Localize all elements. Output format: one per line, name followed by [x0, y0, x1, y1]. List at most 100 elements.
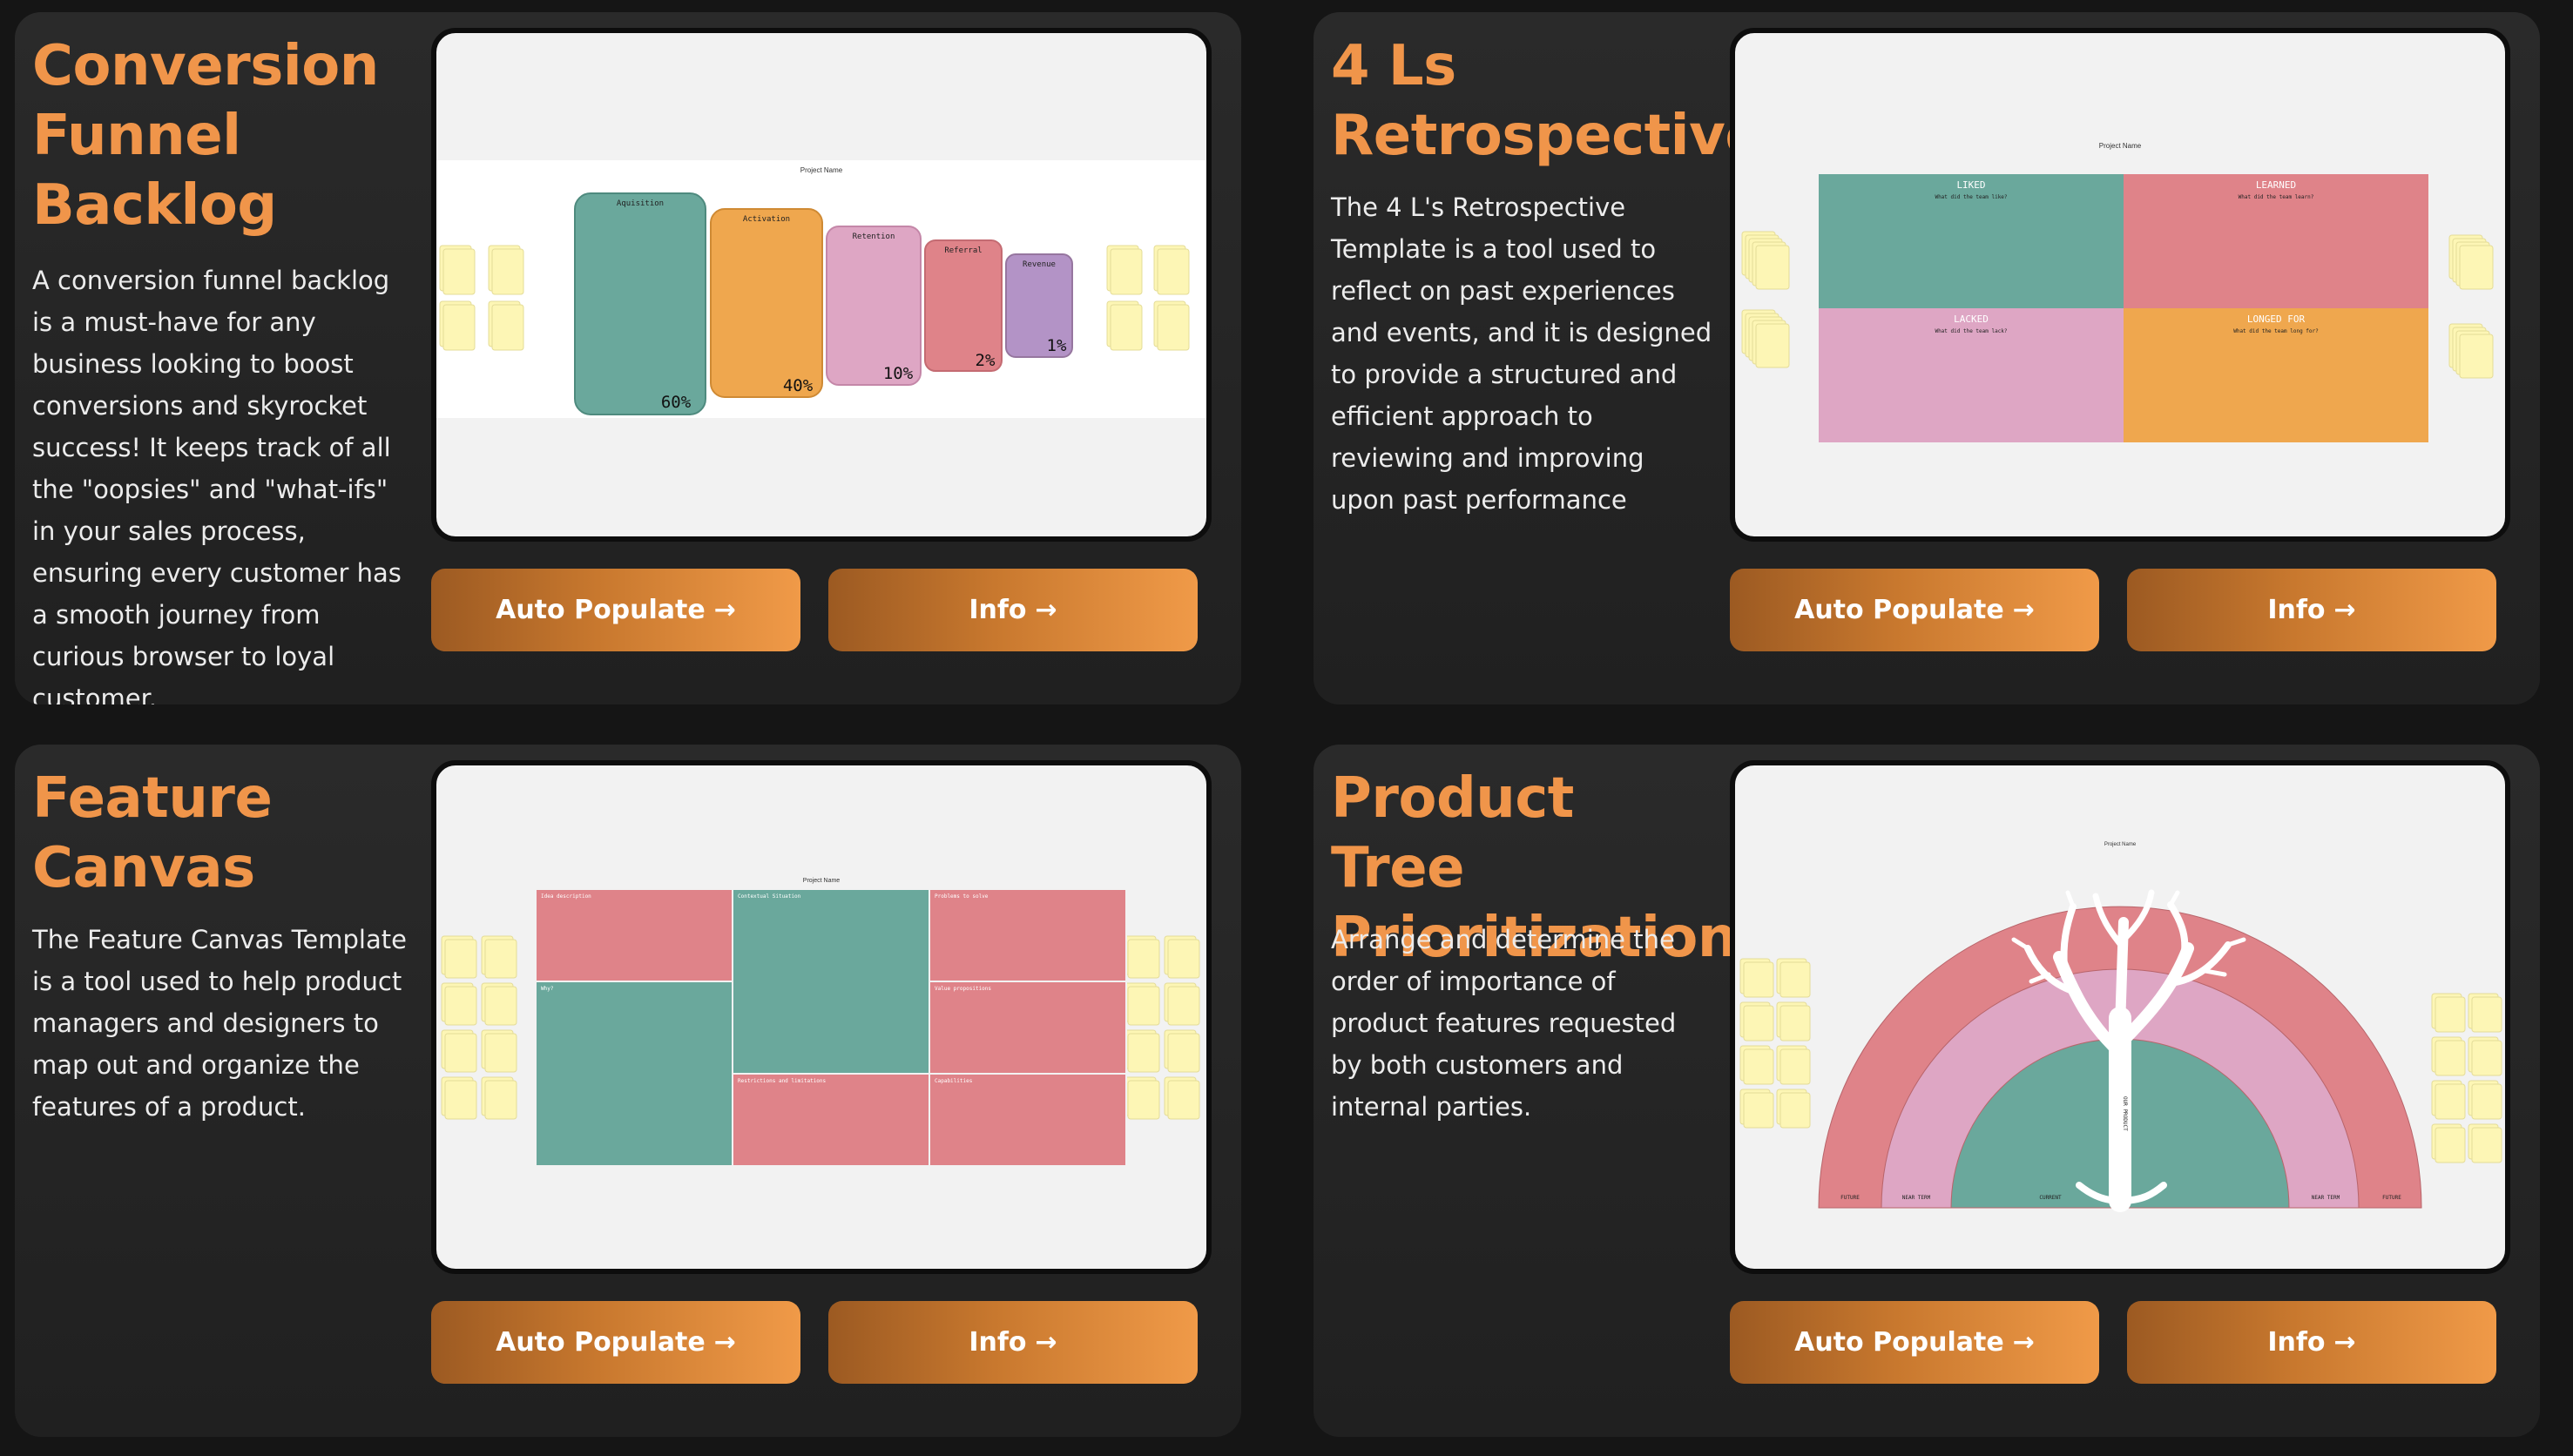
- arrow-right-icon: →: [2333, 595, 2356, 625]
- info-button[interactable]: Info →: [828, 569, 1198, 651]
- quadrant-longed-for: LONGED FOR What did the team long for?: [2124, 308, 2428, 442]
- canvas-labels: Idea description Why? Contextual Situati…: [541, 893, 991, 1084]
- quadrant-label: LACKED: [1954, 313, 1989, 325]
- cell-label: Capabilities: [935, 1078, 973, 1084]
- funnel-stage-revenue: Revenue 1%: [1005, 253, 1073, 358]
- ring-label: NEAR TERM: [2312, 1195, 2340, 1201]
- ring-labels: FUTURE NEAR TERM CURRENT NEAR TERM FUTUR…: [1840, 1195, 2401, 1201]
- cell-label: Problems to solve: [935, 893, 989, 900]
- sticky-notes-right: [2431, 993, 2502, 1163]
- ring-label: NEAR TERM: [1902, 1195, 1931, 1201]
- button-label: Info: [969, 1327, 1027, 1358]
- template-card-4ls-retrospective: 4 Ls Retrospective The 4 L's Retrospecti…: [1314, 12, 2540, 704]
- info-button[interactable]: Info →: [828, 1301, 1198, 1384]
- quadrant-learned: LEARNED What did the team learn?: [2124, 174, 2428, 308]
- project-name-label: Project Name: [2099, 142, 2142, 150]
- funnel-stage-aquisition: Aquisition 60%: [574, 192, 706, 415]
- canvas-grid: [535, 888, 1127, 1167]
- quadrant-question: What did the team like?: [1935, 194, 2007, 200]
- stage-percent: 2%: [976, 351, 996, 370]
- info-button[interactable]: Info →: [2127, 1301, 2496, 1384]
- button-label: Info: [969, 595, 1027, 625]
- quadrant-label: LIKED: [1956, 179, 1985, 191]
- arrow-right-icon: →: [713, 595, 736, 625]
- funnel-stage-retention: Retention 10%: [826, 226, 922, 386]
- card-title: Product Tree Prioritization: [1331, 766, 1737, 970]
- cell-label: Restrictions and limitations: [738, 1078, 827, 1084]
- card-description: The Feature Canvas Template is a tool us…: [32, 925, 407, 1122]
- arrow-right-icon: →: [1035, 595, 1057, 625]
- stage-label: Activation: [743, 215, 790, 224]
- stage-label: Aquisition: [617, 199, 664, 208]
- template-preview[interactable]: Project Name: [1730, 760, 2510, 1274]
- stage-percent: 10%: [883, 364, 914, 383]
- funnel-preview-image: Project Name Aquisition 60%: [436, 160, 1206, 418]
- quadrant-question: What did the team long for?: [2233, 328, 2319, 334]
- button-label: Auto Populate: [1794, 1327, 2004, 1358]
- trunk-label: OUR PRODUCT: [2122, 1096, 2128, 1131]
- card-description: Arrange and determine the order of impor…: [1331, 925, 1677, 1122]
- info-button[interactable]: Info →: [2127, 569, 2496, 651]
- button-label: Info: [2267, 1327, 2326, 1358]
- template-preview[interactable]: Project Name: [431, 760, 1212, 1274]
- button-label: Info: [2267, 595, 2326, 625]
- stage-label: Revenue: [1023, 260, 1056, 269]
- cell-label: Why?: [541, 986, 554, 992]
- quadrant-label: LEARNED: [2256, 179, 2296, 191]
- template-card-product-tree: Product Tree Prioritization Arrange and …: [1314, 745, 2540, 1437]
- card-title: Feature Canvas: [32, 766, 273, 900]
- arrow-right-icon: →: [713, 1327, 736, 1358]
- button-label: Auto Populate: [496, 1327, 706, 1358]
- ring-label: CURRENT: [2039, 1195, 2062, 1201]
- cell-label: Value propositions: [935, 986, 991, 992]
- project-name-label: Project Name: [2104, 842, 2137, 847]
- auto-populate-button[interactable]: Auto Populate →: [1730, 569, 2099, 651]
- sticky-notes-right: [2448, 234, 2494, 379]
- feature-canvas-preview-image: Project Name: [441, 878, 1200, 1167]
- cell-label: Idea description: [541, 893, 591, 900]
- card-description: The 4 L's Retrospective Template is a to…: [1331, 192, 1712, 515]
- card-title: 4 Ls Retrospective: [1331, 34, 1763, 168]
- auto-populate-button[interactable]: Auto Populate →: [431, 1301, 800, 1384]
- card-description: A conversion funnel backlog is a must-ha…: [32, 266, 402, 704]
- ring-label: FUTURE: [2382, 1195, 2401, 1201]
- sticky-notes-left: [1739, 958, 1811, 1129]
- template-preview[interactable]: Project Name Aquisition 60%: [431, 28, 1212, 542]
- stage-percent: 40%: [783, 376, 814, 395]
- tree-icon: [2011, 889, 2246, 1212]
- sticky-notes-left: [1741, 231, 1790, 368]
- stage-label: Retention: [853, 233, 895, 241]
- funnel-stage-activation: Activation 40%: [710, 208, 823, 398]
- ring-label: FUTURE: [1840, 1195, 1860, 1201]
- quadrant-lacked: LACKED What did the team lack?: [1819, 308, 2124, 442]
- template-card-conversion-funnel: Conversion Funnel Backlog A conversion f…: [15, 12, 1241, 704]
- quadrant-liked: LIKED What did the team like?: [1819, 174, 2124, 308]
- project-name-label: Project Name: [800, 166, 843, 174]
- cell-label: Contextual Situation: [738, 893, 801, 900]
- card-title: Conversion Funnel Backlog: [32, 34, 379, 238]
- retrospective-preview-image: Project Name LIKED What did the team lik…: [1741, 142, 2494, 442]
- button-label: Auto Populate: [496, 595, 706, 625]
- quadrant-question: What did the team learn?: [2239, 194, 2314, 200]
- stage-percent: 1%: [1047, 336, 1067, 355]
- arrow-right-icon: →: [2012, 1327, 2035, 1358]
- sticky-notes-left: [441, 935, 517, 1120]
- product-tree-preview-image: Project Name: [1739, 842, 2502, 1212]
- auto-populate-button[interactable]: Auto Populate →: [1730, 1301, 2099, 1384]
- auto-populate-button[interactable]: Auto Populate →: [431, 569, 800, 651]
- funnel-stage-referral: Referral 2%: [924, 239, 1003, 372]
- sticky-notes-right: [1124, 935, 1200, 1120]
- stage-percent: 60%: [661, 393, 692, 412]
- template-card-feature-canvas: Feature Canvas The Feature Canvas Templa…: [15, 745, 1241, 1437]
- arrow-right-icon: →: [1035, 1327, 1057, 1358]
- arrow-right-icon: →: [2012, 595, 2035, 625]
- button-label: Auto Populate: [1794, 595, 2004, 625]
- arrow-right-icon: →: [2333, 1327, 2356, 1358]
- quadrant-question: What did the team lack?: [1935, 328, 2007, 334]
- template-preview[interactable]: Project Name LIKED What did the team lik…: [1730, 28, 2510, 542]
- project-name-label: Project Name: [803, 878, 841, 884]
- sticky-notes-right: [1106, 245, 1190, 351]
- sticky-notes-left: [439, 245, 524, 351]
- quadrant-label: LONGED FOR: [2247, 313, 2306, 325]
- stage-label: Referral: [944, 246, 982, 255]
